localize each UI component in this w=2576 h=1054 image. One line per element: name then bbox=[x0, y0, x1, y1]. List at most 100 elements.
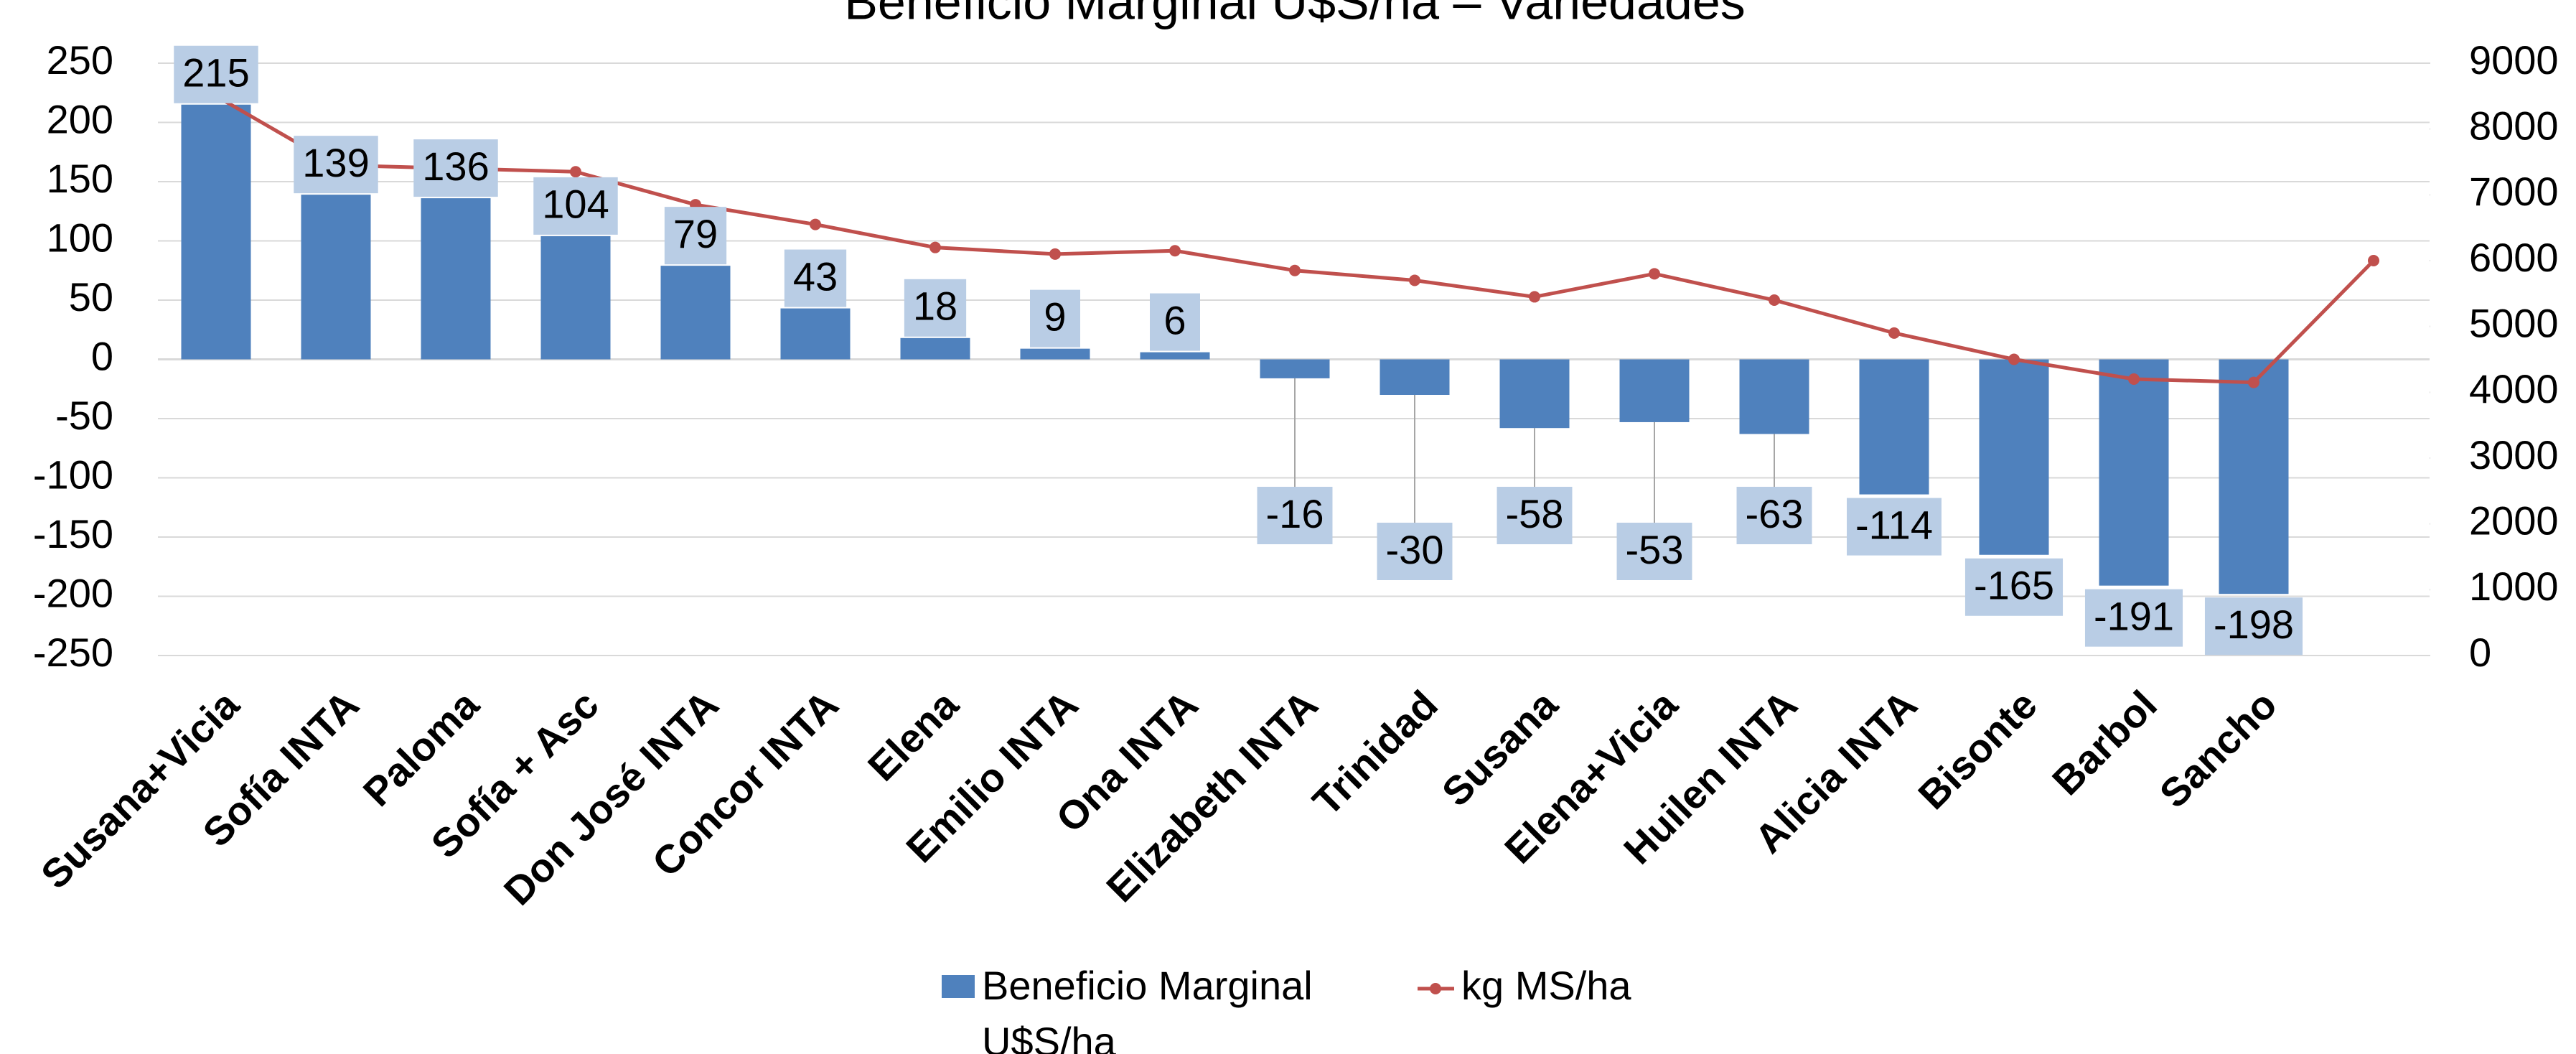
y2-tick-label: 9000 bbox=[2469, 37, 2559, 83]
data-label-box bbox=[294, 136, 378, 194]
data-label-box bbox=[1497, 487, 1573, 544]
line-marker bbox=[1649, 268, 1660, 280]
bar bbox=[900, 337, 970, 360]
data-label: -191 bbox=[2094, 593, 2174, 638]
bar bbox=[2099, 359, 2169, 586]
bar bbox=[181, 104, 251, 360]
data-label: 43 bbox=[793, 253, 838, 299]
y2-tick-label: 4000 bbox=[2469, 366, 2559, 411]
x-tick-label: Elizabeth INTA bbox=[1097, 681, 1326, 910]
y2-tick-label: 7000 bbox=[2469, 169, 2559, 214]
y2-tick-label: 1000 bbox=[2469, 564, 2559, 609]
x-tick-label: Trinidad bbox=[1303, 681, 1446, 824]
data-label-box bbox=[2204, 597, 2303, 656]
y-tick-label: 0 bbox=[91, 333, 113, 378]
y2-tick-label: 3000 bbox=[2469, 432, 2559, 477]
data-label: 104 bbox=[542, 182, 609, 227]
legend-swatch bbox=[1430, 983, 1441, 994]
bar bbox=[421, 198, 491, 360]
legend-label: kg MS/ha bbox=[1461, 963, 1631, 1008]
bar bbox=[1979, 359, 2049, 555]
y-tick-label: -50 bbox=[55, 393, 113, 438]
y2-tick-label: 8000 bbox=[2469, 103, 2559, 148]
data-label: -16 bbox=[1266, 491, 1324, 536]
legend-label: Beneficio Marginal U$S/ha bbox=[982, 963, 1313, 1054]
y-tick-label: 250 bbox=[47, 37, 113, 83]
data-label: 139 bbox=[302, 140, 369, 185]
legend-line: Beneficio Marginal bbox=[982, 963, 1313, 1008]
x-tick-label: Elena bbox=[859, 681, 968, 790]
line-marker bbox=[2248, 376, 2259, 388]
data-label-box bbox=[413, 139, 498, 197]
bar bbox=[301, 195, 371, 360]
y2-tick-label: 5000 bbox=[2469, 300, 2559, 345]
data-label-box bbox=[1616, 523, 1692, 580]
data-label-box bbox=[1150, 293, 1200, 351]
line-marker bbox=[810, 218, 821, 230]
bar bbox=[540, 235, 611, 360]
data-label: -63 bbox=[1746, 491, 1804, 536]
y-tick-label: -200 bbox=[33, 570, 113, 615]
data-label-box bbox=[784, 249, 847, 307]
line-marker bbox=[1409, 274, 1420, 286]
line-marker bbox=[1169, 245, 1181, 257]
line-marker bbox=[2128, 373, 2140, 385]
bar bbox=[1380, 359, 1450, 395]
data-label: 18 bbox=[913, 284, 957, 329]
line-marker bbox=[2368, 255, 2379, 266]
data-label: -30 bbox=[1386, 527, 1444, 572]
data-label-box bbox=[904, 279, 967, 337]
y-tick-label: -250 bbox=[33, 630, 113, 675]
line-marker bbox=[1888, 327, 1900, 339]
bar bbox=[1859, 359, 1929, 495]
data-label: -114 bbox=[1855, 502, 1933, 547]
y-tick-label: 200 bbox=[47, 96, 113, 141]
data-label-box bbox=[1377, 523, 1453, 580]
x-tick-label: Don José INTA bbox=[495, 681, 727, 913]
line-marker bbox=[570, 166, 581, 178]
x-tick-label: Bisonte bbox=[1909, 681, 2046, 818]
bar bbox=[1739, 359, 1809, 434]
data-label: 215 bbox=[182, 50, 249, 95]
y2-tick-label: 0 bbox=[2469, 630, 2491, 675]
legend-swatch bbox=[942, 975, 975, 998]
data-label-box bbox=[1847, 498, 1942, 556]
line-marker bbox=[929, 241, 941, 253]
line-marker bbox=[2008, 353, 2020, 365]
y-tick-label: 50 bbox=[69, 274, 113, 320]
data-label-box bbox=[174, 45, 258, 103]
data-label: -53 bbox=[1626, 527, 1684, 572]
x-tick-label: Sancho bbox=[2150, 681, 2285, 816]
x-tick-label: Barbol bbox=[2043, 681, 2165, 803]
bar bbox=[2219, 359, 2289, 594]
y-tick-label: 100 bbox=[47, 215, 113, 260]
line-series bbox=[215, 94, 2375, 385]
line-marker bbox=[1769, 294, 1780, 306]
bar bbox=[1020, 348, 1090, 360]
data-label-box bbox=[2084, 589, 2183, 647]
data-label-box bbox=[1030, 289, 1080, 348]
bar bbox=[660, 266, 731, 360]
line-marker bbox=[1529, 291, 1540, 303]
chart-title: Beneficio Marginal U$S/ha – Variedades bbox=[844, 0, 1746, 29]
bar bbox=[1499, 359, 1570, 429]
legend-line: U$S/ha bbox=[982, 1019, 1117, 1054]
y-tick-label: 150 bbox=[47, 156, 113, 201]
data-label: 6 bbox=[1163, 297, 1186, 342]
data-label-box bbox=[533, 177, 618, 235]
data-label-box bbox=[1964, 558, 2064, 616]
line-marker bbox=[1049, 248, 1061, 260]
data-label: -165 bbox=[1974, 563, 2054, 608]
data-label-box bbox=[1257, 487, 1333, 544]
line-marker bbox=[1289, 264, 1301, 276]
y2-tick-label: 6000 bbox=[2469, 235, 2559, 280]
x-tick-label: Susana+Vicia bbox=[32, 681, 248, 897]
bar bbox=[1260, 359, 1330, 378]
data-label: 9 bbox=[1044, 294, 1066, 339]
data-label: -198 bbox=[2214, 602, 2294, 647]
y-tick-label: -100 bbox=[33, 452, 113, 497]
y2-tick-label: 2000 bbox=[2469, 498, 2559, 543]
data-label-box bbox=[664, 207, 727, 265]
data-label: -58 bbox=[1506, 491, 1564, 536]
